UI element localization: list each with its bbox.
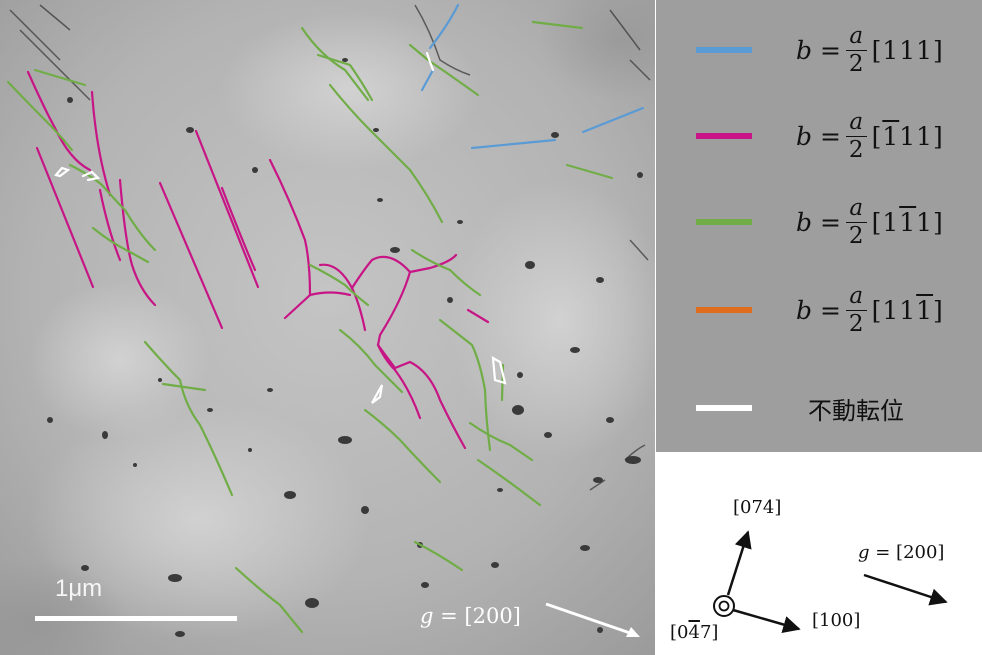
dislocations-magenta <box>26 70 490 450</box>
dislocations-blue <box>420 3 645 150</box>
axis-047-label: [047] <box>670 622 719 643</box>
scale-bar-label: 1μm <box>55 575 103 602</box>
dislocations-green <box>6 20 614 634</box>
legend-swatch-magenta <box>696 133 752 139</box>
g-vector-arrow-image <box>545 602 640 637</box>
axis-074-arrow <box>726 530 752 596</box>
tem-micrograph <box>0 0 655 655</box>
g-vector-arrow-axes <box>863 573 948 606</box>
g-vector-label-axes: g = [200] <box>858 542 945 563</box>
background-dislocations <box>9 4 651 491</box>
axis-100-arrow <box>732 608 801 634</box>
legend-label-immobile: 不動転位 <box>808 396 904 425</box>
legend-swatch-blue <box>696 47 752 53</box>
dislocations-immobile <box>54 51 507 404</box>
g-vector-label-image: g = [200] <box>420 604 521 628</box>
axis-074-label: [074] <box>733 497 782 518</box>
scale-bar <box>35 616 237 621</box>
crystal-axes-diagram <box>713 530 948 634</box>
legend-swatch-immobile <box>696 405 752 411</box>
legend-swatch-green <box>696 219 752 225</box>
legend-swatch-orange <box>696 307 752 313</box>
precipitates <box>47 58 643 637</box>
legend-item-immobile: 不動転位 <box>656 378 982 438</box>
axis-047-out-of-plane-icon <box>713 595 735 617</box>
axis-100-label: [100] <box>812 610 861 631</box>
